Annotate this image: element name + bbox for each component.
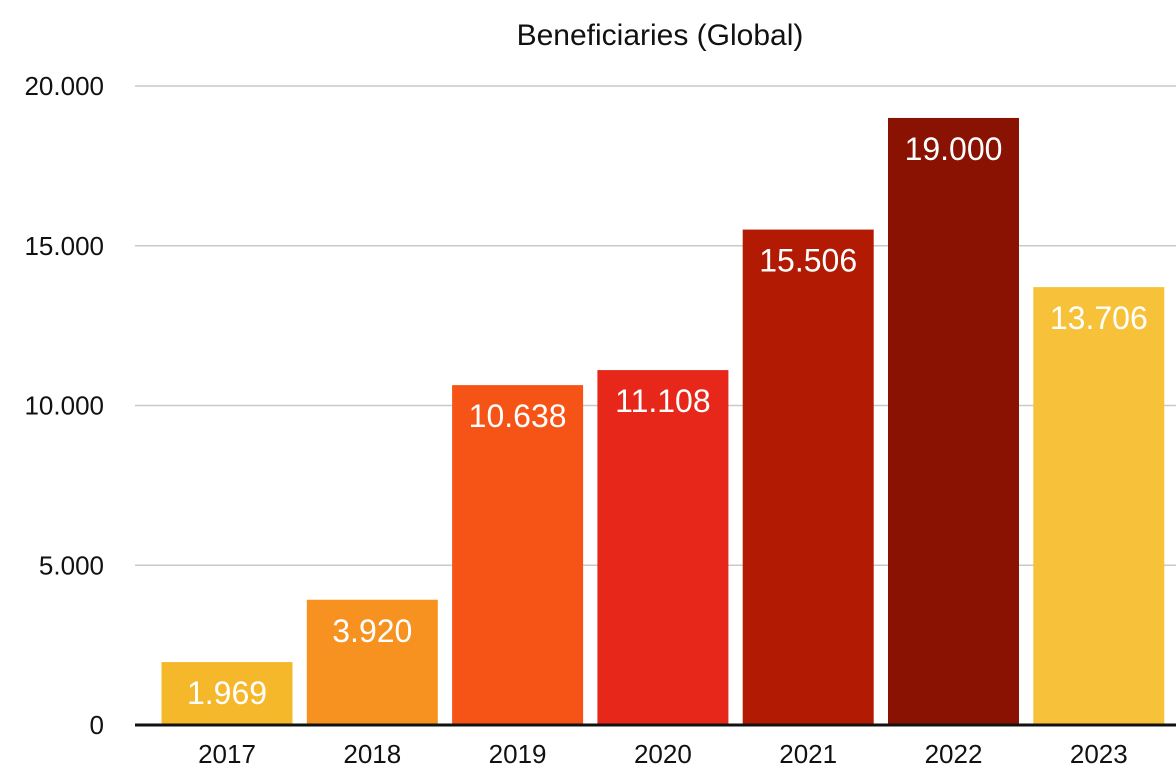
data-label: 11.108 [615,383,711,419]
bar [306,599,438,725]
x-tick-label: 2020 [634,739,692,768]
x-tick-label: 2023 [1070,739,1128,768]
bar [888,117,1019,725]
x-tick-label: 2019 [489,739,547,768]
y-tick-label: 20.000 [24,71,104,101]
bar [742,229,874,725]
data-label: 10.638 [469,398,567,434]
y-tick-label: 0 [90,710,104,740]
data-label: 13.706 [1050,300,1148,336]
data-label: 1.969 [187,675,267,711]
bar [161,662,293,725]
y-tick-label: 10.000 [24,391,104,421]
x-tick-label: 2018 [343,739,401,768]
bars [161,117,1165,725]
data-label: 15.506 [759,243,857,279]
chart-title: Beneficiaries (Global) [517,19,804,52]
bar [452,385,584,725]
y-axis-ticks: 0 5.000 10.000 15.000 20.000 [24,71,104,740]
x-tick-label: 2022 [925,739,983,768]
data-label: 3.920 [332,613,412,649]
x-tick-label: 2017 [198,739,256,768]
data-label: 19.000 [905,131,1003,167]
bar [1033,287,1165,725]
x-tick-label: 2021 [779,739,837,768]
y-tick-label: 15.000 [24,231,104,261]
y-tick-label: 5.000 [39,550,104,580]
x-axis-ticks: 2017 2018 2019 2020 2021 2022 2023 [198,739,1128,768]
bar [597,370,729,725]
data-labels: 1.969 3.920 10.638 11.108 15.506 19.000 13.706 [187,131,1148,711]
